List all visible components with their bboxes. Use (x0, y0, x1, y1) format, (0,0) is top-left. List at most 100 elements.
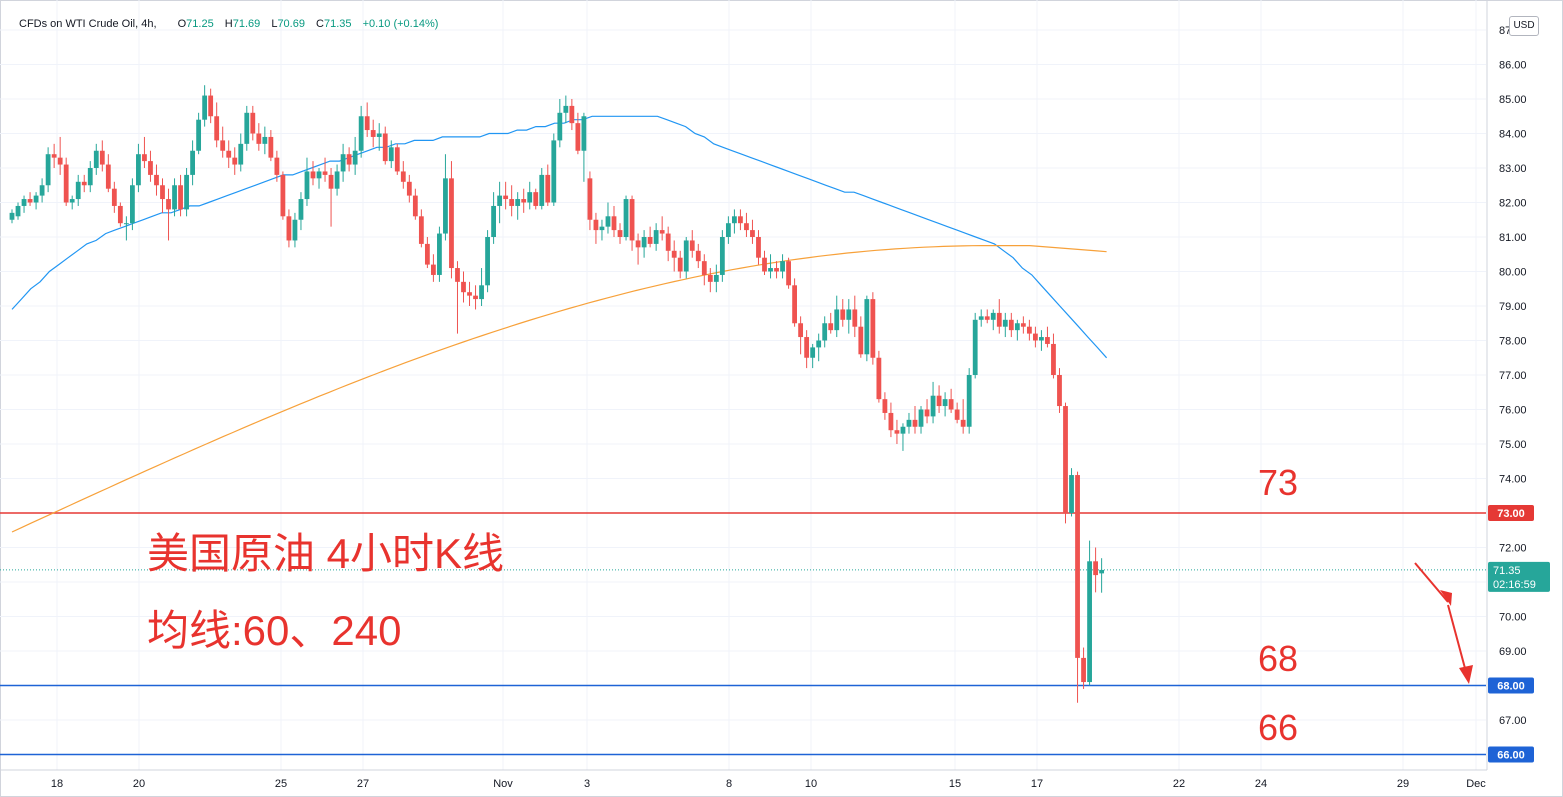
candle-body (725, 223, 731, 237)
candle (732, 209, 737, 234)
candle (45, 147, 51, 193)
chart-header: CFDs on WTI Crude Oil, 4h, O71.25 H71.69… (19, 18, 446, 30)
candle-body (280, 174, 286, 217)
candle-body (593, 219, 599, 231)
candle (21, 195, 27, 213)
candle (756, 230, 761, 265)
candle (123, 216, 129, 241)
candle (172, 178, 177, 217)
candle (695, 243, 701, 269)
candle-body (563, 105, 569, 113)
candle (184, 168, 189, 217)
candle (316, 168, 322, 189)
candle (105, 154, 111, 193)
candle (762, 250, 767, 275)
candle (545, 164, 551, 206)
candle-body (376, 133, 382, 137)
time-tick-label: 22 (1173, 778, 1185, 790)
candle-body (1033, 333, 1038, 341)
candle (1075, 471, 1080, 703)
candle (1069, 468, 1074, 517)
candle (455, 261, 460, 334)
candle-body (443, 178, 448, 234)
candle (738, 209, 743, 231)
price-tick-label: 79.00 (1499, 301, 1527, 313)
candle-body (1039, 337, 1044, 341)
candle-body (605, 216, 611, 227)
candle-body (238, 143, 244, 165)
currency-button[interactable]: USD (1509, 16, 1539, 36)
candle (539, 168, 545, 210)
candle (581, 112, 587, 182)
candle-body (750, 230, 755, 237)
price-tick-label: 81.00 (1499, 232, 1527, 244)
candle-body (184, 174, 189, 210)
candle-body (852, 309, 858, 327)
candle-body (268, 136, 274, 158)
candle (768, 254, 773, 279)
level-66-label: 66 (1258, 707, 1299, 748)
candle-body (467, 292, 472, 296)
candle (834, 295, 840, 338)
candle-body (719, 237, 725, 275)
candle-body (713, 274, 719, 282)
candle-body (689, 240, 695, 251)
price-tick-label: 77.00 (1499, 370, 1527, 382)
candle-body (81, 181, 87, 186)
candle (69, 195, 75, 210)
candle-body (1063, 406, 1068, 513)
candle (515, 192, 521, 220)
candle-body (322, 171, 328, 175)
arrow-head-2 (1459, 665, 1473, 684)
candle (292, 212, 298, 248)
candle-body (575, 123, 581, 151)
candle-body (202, 95, 208, 120)
time-tick-label: 3 (584, 778, 590, 790)
grid-lines (0, 0, 1486, 770)
candle-body (984, 316, 990, 320)
candle (280, 171, 286, 220)
candle-body (172, 185, 177, 210)
candle (51, 143, 57, 168)
candle (804, 330, 810, 369)
candle-body (473, 295, 478, 300)
candle-body (461, 281, 466, 293)
candle (551, 133, 557, 206)
candle-body (340, 154, 346, 172)
candle-body (647, 237, 653, 244)
candle-body (1045, 337, 1050, 344)
candle (924, 399, 930, 424)
candle-body (978, 316, 984, 320)
candle (268, 130, 274, 162)
candle (39, 178, 45, 203)
candle-body (244, 112, 250, 144)
candle (1033, 326, 1038, 348)
candle-body (39, 185, 45, 196)
candle-body (250, 112, 256, 134)
candle (370, 119, 376, 148)
candle-body (190, 150, 195, 175)
candle-body (1099, 569, 1105, 574)
candle-body (99, 150, 105, 165)
candle (226, 140, 232, 168)
candle-body (334, 171, 340, 189)
candle-body (75, 181, 81, 200)
candle (364, 102, 370, 137)
time-tick-label: Nov (493, 778, 513, 790)
candle-body (87, 168, 93, 186)
chart-annotation-title: 美国原油 4小时K线 (147, 530, 505, 577)
candle (130, 178, 135, 231)
close-value: 71.35 (323, 18, 352, 30)
candle-body (1069, 475, 1074, 513)
candle-body (960, 419, 966, 427)
candle (894, 419, 900, 444)
candle-body (424, 243, 430, 265)
candle (665, 226, 671, 262)
candle (750, 219, 755, 244)
candle (250, 105, 256, 141)
candle (160, 178, 165, 213)
candle (816, 333, 822, 362)
candle-body (232, 157, 238, 165)
candle (611, 205, 617, 237)
